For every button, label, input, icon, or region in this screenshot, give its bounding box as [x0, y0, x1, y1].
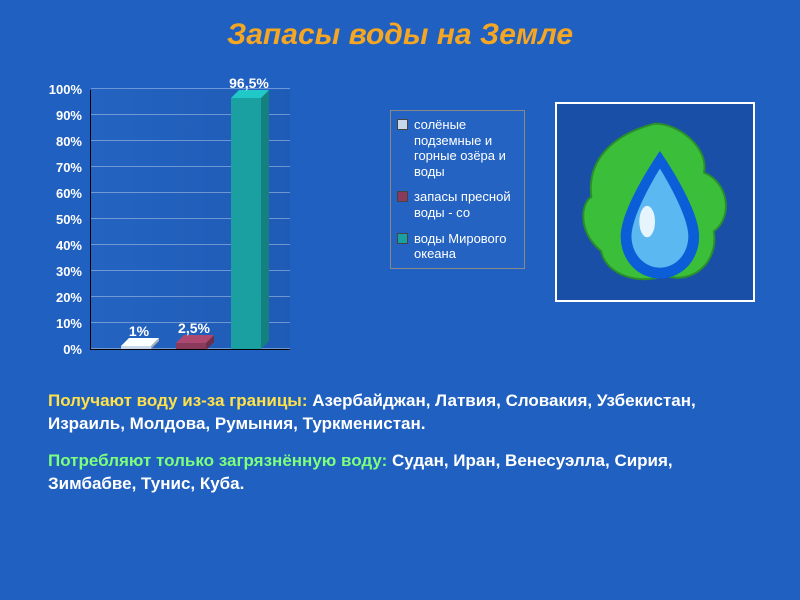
legend-swatch: [397, 233, 408, 244]
bar-chart: 0%10%20%30%40%50%60%70%80%90%100% 1%2,5%…: [40, 62, 370, 372]
bar-value-label: 2,5%: [164, 320, 224, 336]
content-row: 0% 10% 20% 30% 40% 50% 60% 70% 80% 90% 100% 1%2,5%…: [0, 62, 800, 372]
y-axis-tick-label: 80%: [32, 134, 82, 149]
legend-swatch: [397, 119, 408, 130]
caption-2-highlight: Потребляют только загрязнённую воду:: [48, 451, 387, 470]
legend-label: запасы пресной воды - со: [414, 189, 518, 220]
caption-1-highlight: Получают воду из-за границы:: [48, 391, 307, 410]
bar: [231, 98, 261, 349]
legend-label: воды Мирового океана: [414, 231, 518, 262]
y-axis-tick-label: 0%: [32, 342, 82, 357]
y-axis-tick-label: 20%: [32, 290, 82, 305]
y-axis-tick-label: 70%: [32, 160, 82, 175]
caption-block: Получают воду из-за границы: Азербайджан…: [0, 372, 800, 496]
legend-swatch: [397, 191, 408, 202]
bar: [176, 343, 206, 350]
y-axis-tick-label: 30%: [32, 264, 82, 279]
y-axis-tick-label: 100%: [32, 82, 82, 97]
chart-plot-area: [90, 90, 290, 350]
bar-value-label: 96,5%: [219, 75, 279, 91]
legend-item: солёные подземные и горные озёра и воды: [397, 117, 518, 179]
legend-item: воды Мирового океана: [397, 231, 518, 262]
bar: [121, 346, 151, 349]
y-axis-tick-label: 10%: [32, 316, 82, 331]
y-axis-tick-label: 40%: [32, 238, 82, 253]
water-drop-illustration: [555, 102, 755, 302]
y-axis-tick-label: 60%: [32, 186, 82, 201]
legend-label: солёные подземные и горные озёра и воды: [414, 117, 518, 179]
y-axis-tick-label: 90%: [32, 108, 82, 123]
page-title: Запасы воды на Земле: [0, 0, 800, 62]
caption-line-1: Получают воду из-за границы: Азербайджан…: [48, 390, 752, 436]
legend-item: запасы пресной воды - со: [397, 189, 518, 220]
y-axis-tick-label: 50%: [32, 212, 82, 227]
caption-line-2: Потребляют только загрязнённую воду: Суд…: [48, 450, 752, 496]
drop-highlight: [639, 206, 655, 237]
chart-legend: солёные подземные и горные озёра и воды з…: [390, 110, 525, 269]
bar-value-label: 1%: [109, 323, 169, 339]
